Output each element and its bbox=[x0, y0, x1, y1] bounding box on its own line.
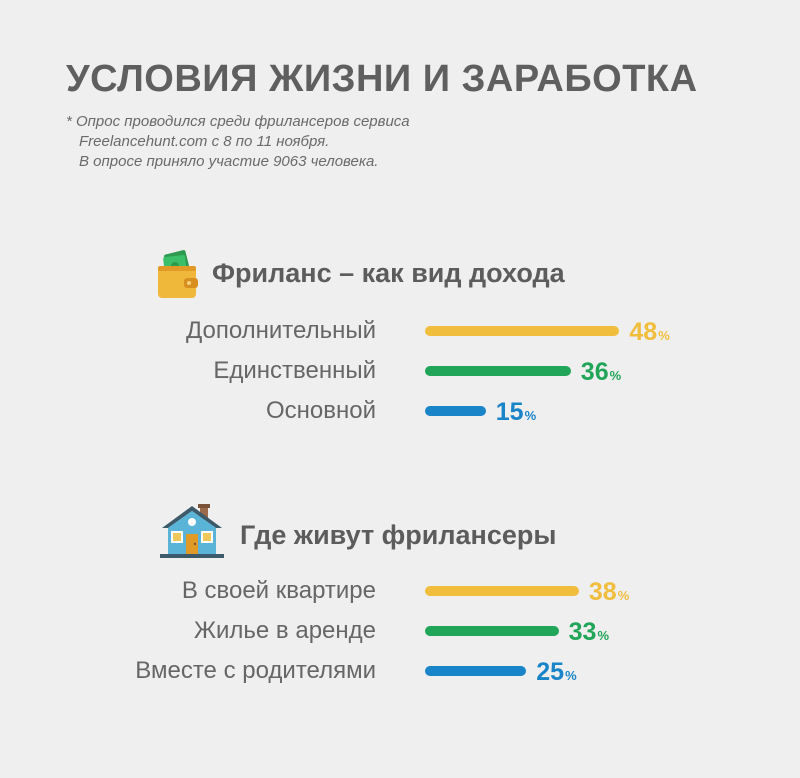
bar-label: Единственный bbox=[213, 357, 376, 384]
bar bbox=[425, 626, 559, 636]
bar-value-label: 36% bbox=[581, 357, 621, 391]
bar bbox=[425, 406, 486, 416]
survey-note-line-2: Freelancehunt.com с 8 по 11 ноября. bbox=[79, 133, 330, 150]
percent-sign: % bbox=[617, 588, 630, 603]
percent-sign: % bbox=[597, 628, 610, 643]
bar-value-label: 48% bbox=[629, 317, 669, 351]
bar bbox=[425, 586, 579, 596]
bar-value: 38 bbox=[588, 578, 617, 606]
percent-sign: % bbox=[565, 668, 577, 683]
survey-note-line-1: * Опрос проводился среди фрилансеров сер… bbox=[66, 113, 410, 130]
bar-label: Дополнительный bbox=[185, 317, 376, 344]
wallet-icon bbox=[158, 250, 198, 298]
bar-value: 25 bbox=[536, 658, 565, 686]
bar-value-label: 15% bbox=[496, 397, 536, 431]
bar-value: 33 bbox=[568, 618, 597, 646]
percent-sign: % bbox=[609, 368, 622, 383]
bar bbox=[425, 366, 571, 376]
bar-label: Жилье в аренде bbox=[193, 617, 376, 644]
bar-label: В своей квартире bbox=[181, 577, 376, 604]
bar-row: Основной 15% bbox=[0, 396, 800, 436]
survey-note: * Опрос проводился среди фрилансеров сер… bbox=[66, 112, 486, 172]
bar-value-label: 33% bbox=[569, 617, 609, 651]
income-chart-title: Фриланс – как вид дохода bbox=[212, 258, 565, 288]
bar-value: 15 bbox=[495, 398, 524, 426]
bar-label: Вместе с родителями bbox=[135, 657, 376, 684]
bar-label: Основной bbox=[265, 397, 376, 424]
percent-sign: % bbox=[658, 328, 670, 343]
bar-row: Вместе с родителями 25% bbox=[0, 656, 800, 696]
bar-value-label: 25% bbox=[536, 657, 576, 691]
survey-note-line-3: В опросе приняло участие 9063 человека. bbox=[79, 153, 379, 170]
percent-sign: % bbox=[524, 408, 537, 423]
page-title: УСЛОВИЯ ЖИЗНИ И ЗАРАБОТКА bbox=[66, 58, 698, 100]
bar-row: В своей квартире 38% bbox=[0, 576, 800, 616]
bar-value: 36 bbox=[580, 358, 609, 386]
bar-row: Дополнительный 48% bbox=[0, 316, 800, 356]
house-icon bbox=[160, 504, 224, 558]
income-chart: Фриланс – как вид дохода Дополнительный 4… bbox=[0, 240, 800, 440]
bar bbox=[425, 666, 527, 676]
bar-row: Единственный 36% bbox=[0, 356, 800, 396]
bar-value-label: 38% bbox=[589, 577, 629, 611]
housing-chart-title: Где живут фрилансеры bbox=[240, 520, 557, 550]
bar bbox=[425, 326, 620, 336]
bar-value: 48 bbox=[629, 318, 658, 346]
housing-chart: Где живут фрилансеры В своей квартире 38%… bbox=[0, 500, 800, 700]
bar-row: Жилье в аренде 33% bbox=[0, 616, 800, 656]
